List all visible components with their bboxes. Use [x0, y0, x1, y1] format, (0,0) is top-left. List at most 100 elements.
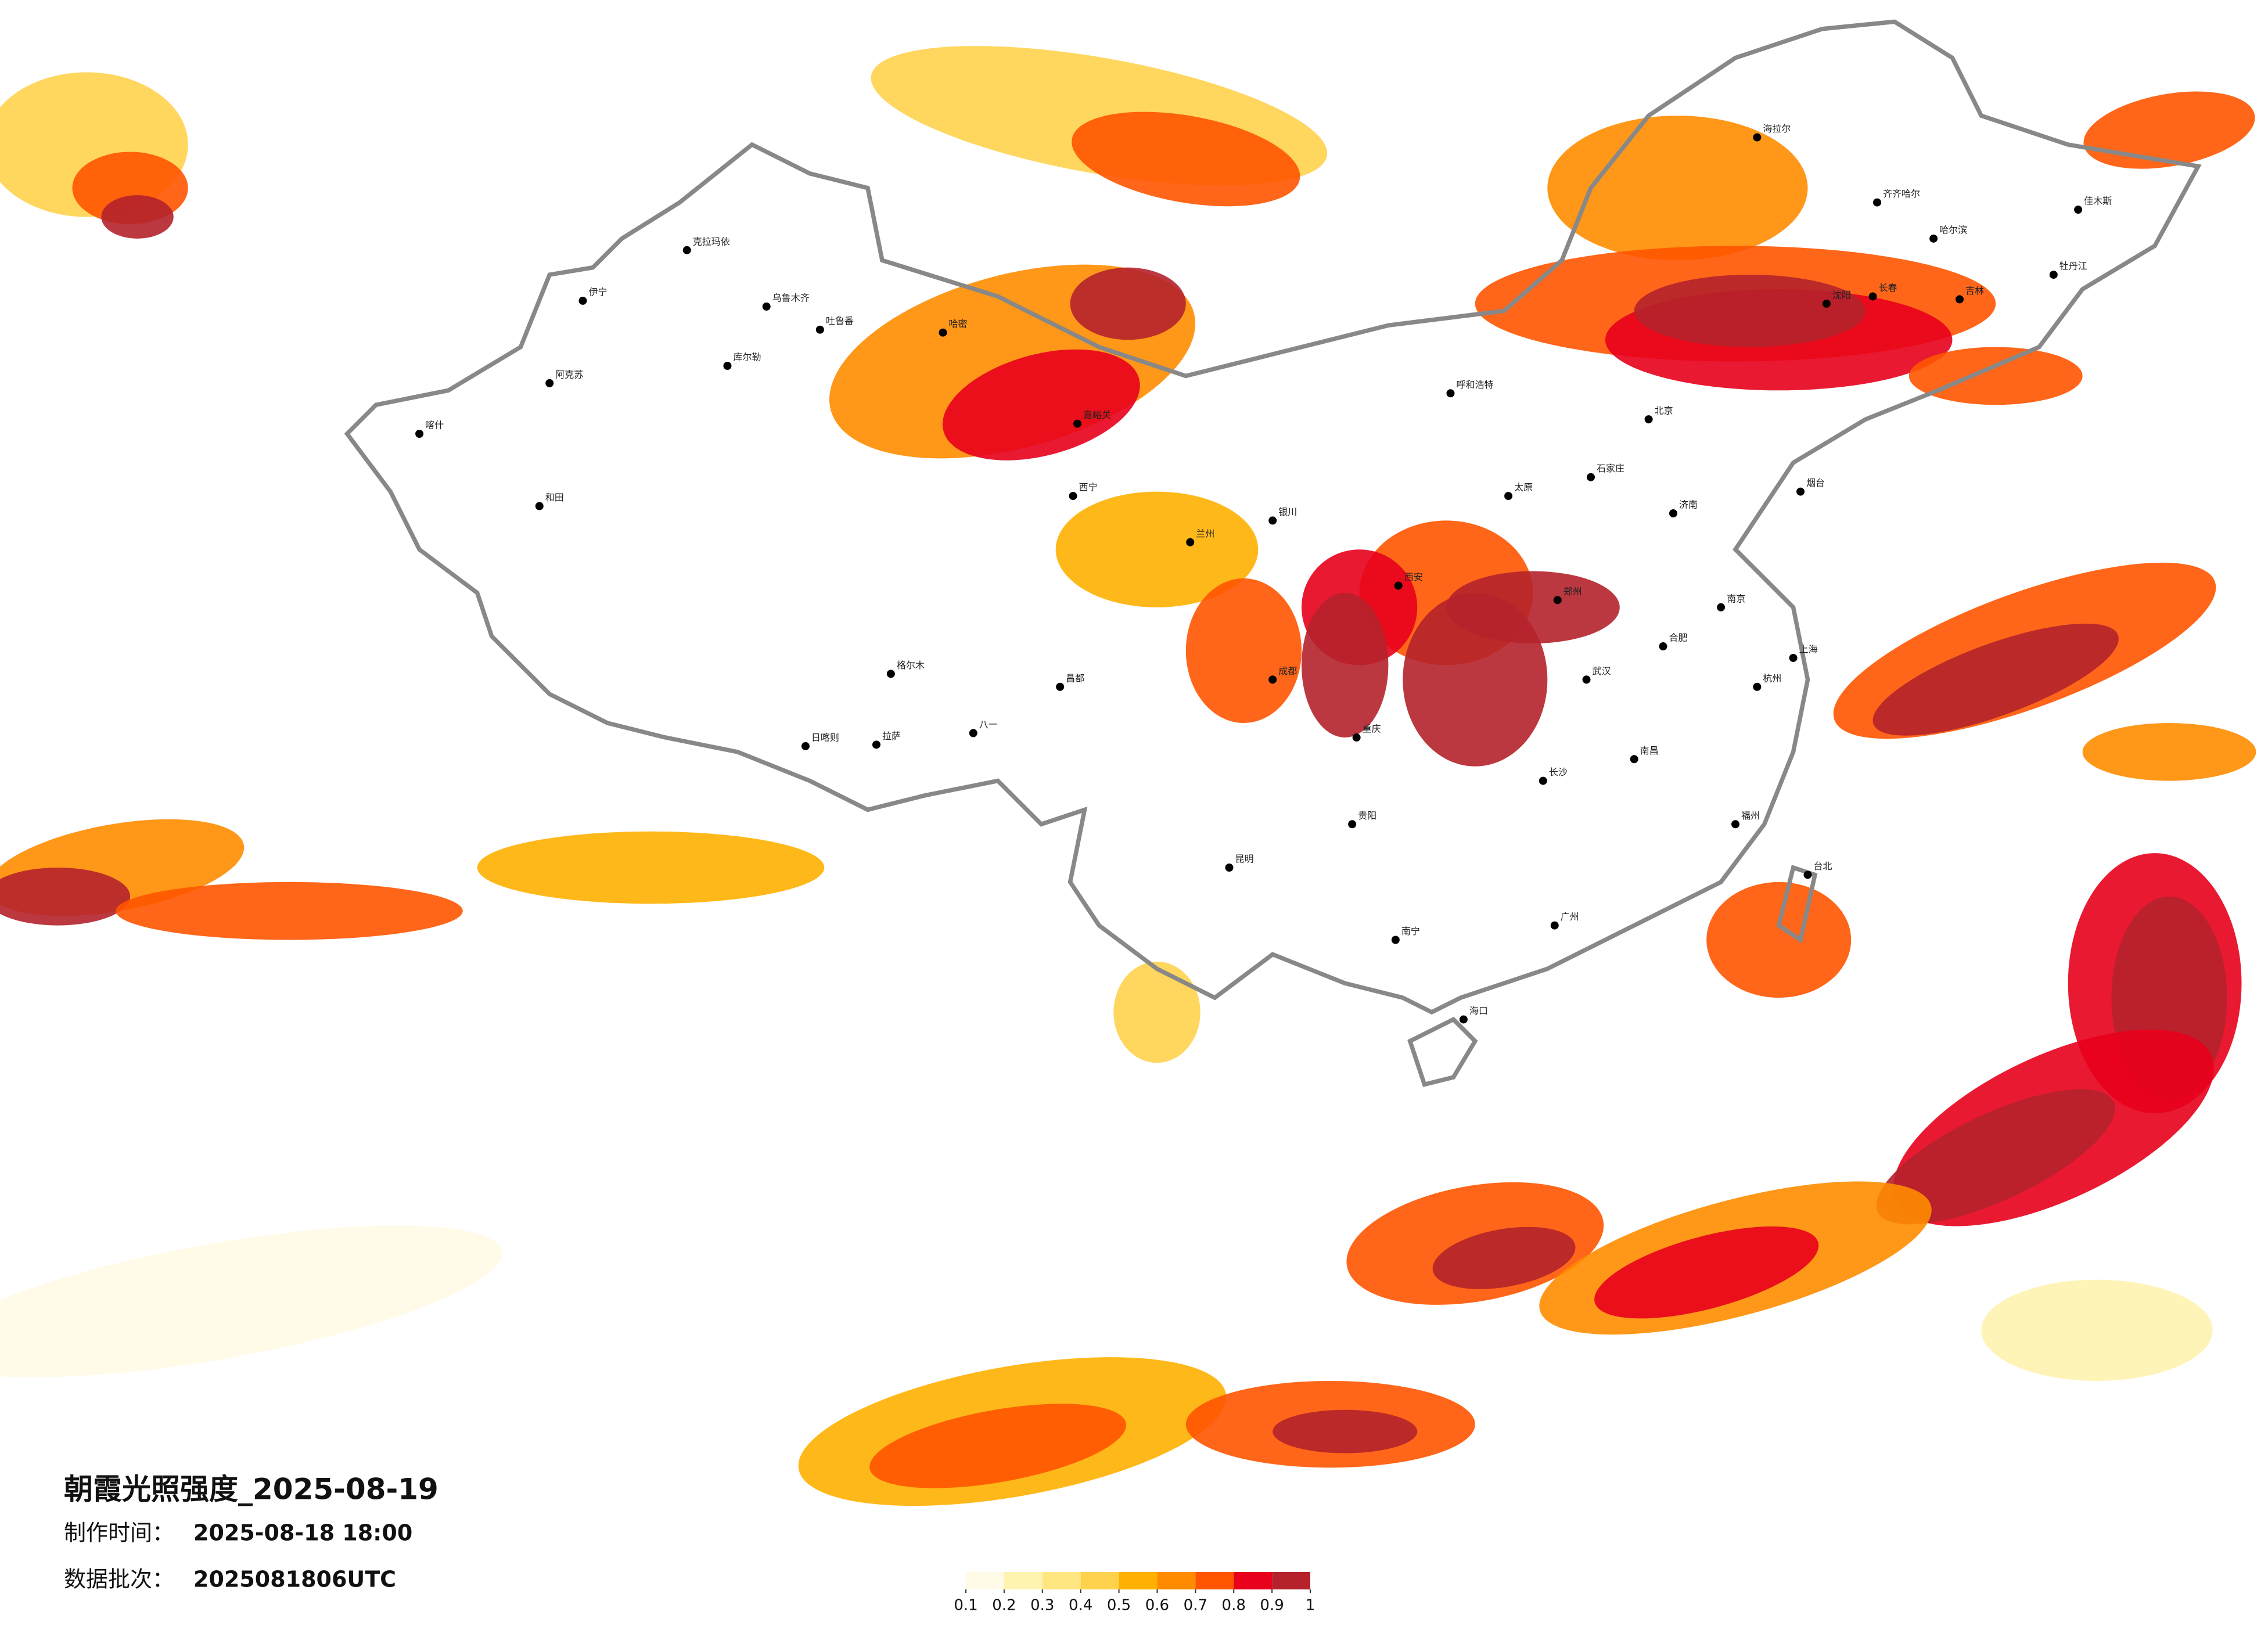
city-label: 昌都 — [1066, 672, 1084, 684]
colorbar-segment — [1080, 1572, 1119, 1589]
city-dot — [578, 296, 587, 305]
city-label: 八一 — [979, 719, 998, 730]
made-time-label: 制作时间： — [64, 1520, 174, 1546]
city-label: 兰州 — [1196, 528, 1214, 539]
city-label: 石家庄 — [1597, 463, 1624, 474]
city-label: 库尔勒 — [733, 351, 761, 362]
city-dot — [1669, 509, 1677, 517]
city-dot — [1550, 921, 1559, 930]
city-label: 吉林 — [1965, 285, 1984, 296]
city-dot — [1630, 755, 1638, 764]
city-dot — [762, 302, 771, 311]
city-dot — [535, 502, 544, 510]
city-dot — [1268, 675, 1277, 684]
city-label: 长沙 — [1549, 767, 1568, 778]
city-dot — [886, 670, 895, 678]
city-dot — [1659, 642, 1667, 651]
city-label: 郑州 — [1563, 586, 1582, 597]
heat-patch — [1908, 347, 2083, 405]
hainan-outline — [1407, 1016, 1478, 1087]
heat-patch — [942, 349, 1140, 461]
city-label: 牡丹江 — [2059, 261, 2087, 272]
city-label: 南昌 — [1640, 745, 1659, 756]
city-label: 日喀则 — [811, 732, 839, 743]
city-label: 吐鲁番 — [826, 315, 854, 326]
heat-patch — [1302, 592, 1389, 738]
heat-patch — [1547, 116, 1808, 261]
heat-patch — [1055, 491, 1259, 607]
map-title: 朝霞光照强度_2025-08-19 — [64, 1473, 438, 1506]
colorbar-tick-label: 0.4 — [1069, 1597, 1092, 1614]
colorbar-tick-label: 0.2 — [992, 1597, 1016, 1614]
heat-patch — [116, 882, 463, 940]
batch-value: 2025081806UTC — [193, 1567, 396, 1592]
colorbar-tick-label: 1 — [1306, 1597, 1315, 1614]
city-label: 克拉玛依 — [693, 236, 730, 247]
batch-label: 数据批次： — [64, 1567, 174, 1592]
city-dot — [2049, 271, 2058, 279]
city-dot — [1731, 820, 1739, 829]
city-dot — [1582, 675, 1591, 684]
city-dot — [1868, 292, 1877, 301]
city-label: 呼和浩特 — [1456, 379, 1493, 390]
city-label: 昆明 — [1235, 854, 1254, 865]
city-label: 格尔木 — [897, 660, 925, 671]
city-label: 太原 — [1514, 482, 1533, 493]
city-dot — [801, 742, 810, 750]
city-dot — [815, 325, 824, 334]
city-label: 上海 — [1799, 643, 1818, 654]
city-dot — [2074, 206, 2083, 214]
colorbar-segment — [1234, 1572, 1273, 1589]
heat-patch — [1872, 623, 2119, 736]
city-label: 南宁 — [1401, 926, 1420, 937]
city-label: 银川 — [1278, 506, 1297, 517]
colorbar-segment — [1119, 1572, 1158, 1589]
colorbar: 0.1 0.2 0.3 0.4 0.5 0.6 0.7 0.8 0.9 1 — [954, 1572, 1315, 1614]
city-label: 喀什 — [425, 420, 444, 431]
heat-patch — [2082, 723, 2256, 781]
heat-patch — [2083, 91, 2255, 169]
colorbar-tick-label: 0.5 — [1107, 1597, 1131, 1614]
city-label: 台北 — [1814, 861, 1832, 872]
city-dot — [1929, 234, 1938, 243]
city-label: 阿克苏 — [555, 369, 583, 380]
heat-patch — [1981, 1279, 2213, 1381]
colorbar-tick-label: 0.8 — [1222, 1597, 1246, 1614]
heat-patch — [1876, 1089, 2115, 1225]
city-dot — [1803, 870, 1812, 879]
heat-patch — [1070, 267, 1186, 340]
made-time-value: 2025-08-18 18:00 — [193, 1520, 412, 1546]
heat-patch — [1185, 578, 1302, 723]
colorbar-segment — [966, 1572, 1004, 1589]
city-dot — [1352, 733, 1361, 742]
city-label: 广州 — [1561, 911, 1579, 922]
city-dot — [1069, 492, 1077, 501]
city-dot — [1789, 653, 1798, 662]
city-dot — [872, 740, 880, 749]
colorbar-tick-label: 0.9 — [1260, 1597, 1284, 1614]
heat-patch — [101, 195, 174, 239]
city-label: 佳木斯 — [2084, 196, 2112, 207]
city-dot — [1459, 1015, 1468, 1024]
colorbar-tick-label: 0.6 — [1145, 1597, 1169, 1614]
city-dot — [682, 246, 691, 254]
city-dot — [1873, 198, 1882, 207]
city-dot — [1394, 581, 1403, 590]
city-dot — [1073, 419, 1082, 428]
city-dot — [1446, 389, 1455, 398]
city-label: 长春 — [1879, 282, 1897, 293]
city-dot — [939, 328, 947, 337]
colorbar-segment — [1272, 1572, 1310, 1589]
heat-patch — [0, 868, 131, 926]
city-label: 哈尔滨 — [1939, 224, 1967, 235]
heat-patch — [1706, 882, 1852, 998]
city-dot — [1822, 299, 1831, 308]
city-label: 成都 — [1278, 665, 1297, 677]
city-label: 哈密 — [948, 318, 967, 329]
city-dot — [1268, 516, 1277, 525]
city-label: 伊宁 — [588, 286, 607, 297]
heat-patch — [1634, 275, 1866, 347]
city-dot — [1753, 133, 1762, 142]
